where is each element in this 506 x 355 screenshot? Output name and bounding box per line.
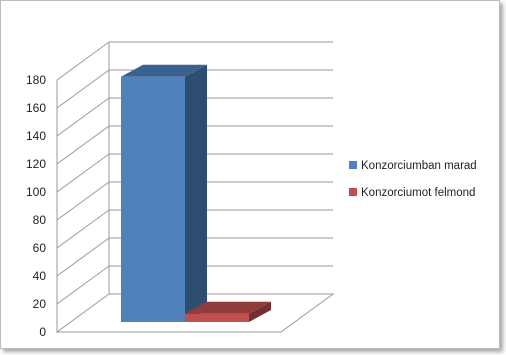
gridline-side bbox=[56, 69, 110, 109]
legend: Konzorciumban marad Konzorciumot felmond bbox=[349, 160, 477, 199]
y-tick-label: 180 bbox=[26, 73, 46, 87]
gridline-side bbox=[56, 237, 110, 277]
y-tick-label: 60 bbox=[33, 241, 47, 255]
legend-entry-label: Konzorciumot felmond bbox=[361, 187, 475, 199]
gridline-side bbox=[56, 153, 110, 193]
y-tick-label: 120 bbox=[26, 157, 46, 171]
bar-side-face bbox=[185, 64, 207, 322]
legend-swatch bbox=[349, 161, 357, 169]
y-tick-label: 0 bbox=[39, 325, 46, 339]
bar-konzorciumban-marad bbox=[121, 64, 207, 322]
y-tick-label: 160 bbox=[26, 101, 46, 115]
bar-side-face bbox=[249, 301, 271, 322]
legend-entry-label: Konzorciumban marad bbox=[361, 160, 477, 172]
y-axis-ticks: 0 20 40 60 80 100 120 140 160 180 bbox=[26, 73, 46, 339]
y-tick-label: 100 bbox=[26, 185, 46, 199]
gridline-side bbox=[56, 265, 110, 305]
y-tick-label: 40 bbox=[33, 269, 47, 283]
gridline-side bbox=[56, 181, 110, 221]
gridline-side bbox=[56, 209, 110, 249]
chart-frame: 0 20 40 60 80 100 120 140 160 180 Konzorciumban m… bbox=[0, 0, 500, 349]
gridline-side bbox=[56, 97, 110, 137]
gridline-side bbox=[56, 125, 110, 165]
bar-front-face bbox=[121, 76, 185, 322]
y-tick-label: 20 bbox=[33, 297, 47, 311]
y-tick-label: 80 bbox=[33, 213, 47, 227]
bar-top-face bbox=[185, 301, 271, 314]
bar-chart: 0 20 40 60 80 100 120 140 160 180 Konzorciumban m… bbox=[26, 41, 477, 339]
bars-layer bbox=[121, 64, 271, 322]
y-tick-label: 140 bbox=[26, 129, 46, 143]
legend-swatch bbox=[349, 188, 357, 196]
bar-front-face bbox=[185, 313, 249, 322]
bar-top-face bbox=[121, 64, 207, 77]
bar-konzorciumot-felmond bbox=[185, 301, 271, 322]
gridline-side bbox=[56, 41, 110, 81]
